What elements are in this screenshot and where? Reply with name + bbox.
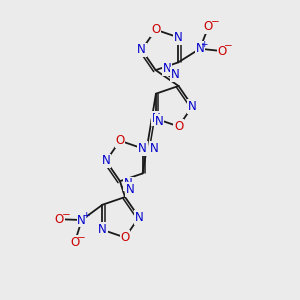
Text: N: N (137, 44, 146, 56)
Text: N: N (98, 223, 107, 236)
Text: −: − (61, 209, 70, 220)
Text: N: N (196, 42, 204, 55)
Text: O: O (218, 45, 227, 58)
Text: N: N (102, 154, 110, 167)
Text: N: N (152, 112, 160, 125)
Text: O: O (120, 231, 130, 244)
Text: N: N (174, 31, 183, 44)
Text: O: O (151, 23, 160, 36)
Text: −: − (77, 232, 86, 243)
Text: O: O (174, 120, 183, 133)
Text: N: N (77, 214, 86, 226)
Text: N: N (171, 68, 179, 81)
Text: O: O (116, 134, 124, 147)
Text: N: N (188, 100, 197, 113)
Text: −: − (211, 17, 219, 27)
Text: N: N (154, 115, 163, 128)
Text: −: − (224, 41, 233, 51)
Text: O: O (204, 20, 213, 34)
Text: O: O (70, 236, 80, 249)
Text: N: N (135, 211, 143, 224)
Text: N: N (150, 142, 159, 155)
Text: N: N (163, 62, 172, 75)
Text: N: N (138, 142, 147, 155)
Text: +: + (82, 211, 89, 220)
Text: N: N (124, 177, 133, 190)
Text: N: N (126, 183, 135, 196)
Text: +: + (200, 40, 208, 49)
Text: O: O (55, 213, 64, 226)
